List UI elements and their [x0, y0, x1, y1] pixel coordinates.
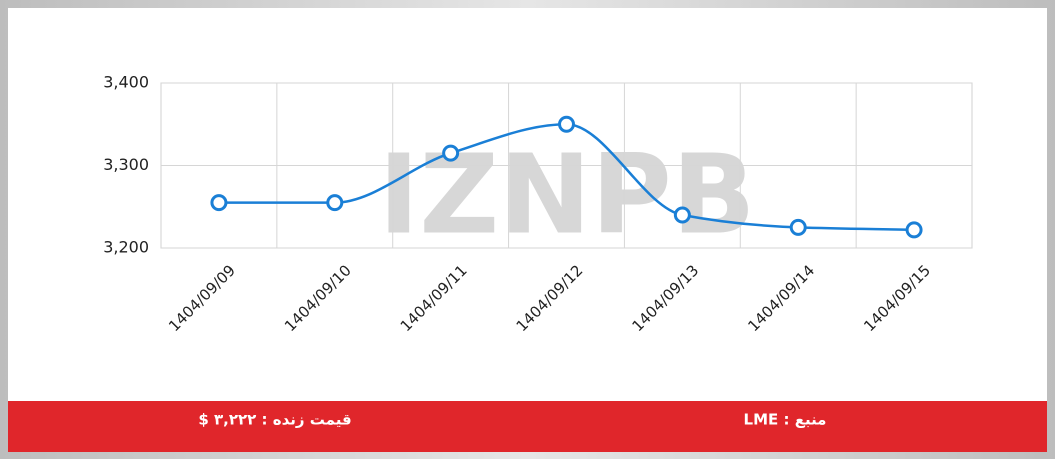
chart-background: [8, 8, 1047, 401]
marker: [558, 115, 575, 133]
y-tick-label: 3,200: [103, 238, 149, 257]
marker: [442, 144, 460, 162]
footer-source: منبع : LME: [744, 411, 827, 429]
watermark: IZNPB: [378, 130, 755, 258]
marker: [210, 194, 228, 212]
footer-bar: [8, 401, 1047, 452]
footer-price: قیمت زنده : ۳,۲۲۲ $: [198, 411, 351, 429]
y-tick-label: 3,300: [103, 155, 149, 174]
y-tick-label: 3,400: [103, 73, 149, 92]
marker: [673, 206, 691, 224]
marker: [326, 194, 344, 212]
marker: [905, 221, 923, 239]
marker: [789, 218, 807, 236]
